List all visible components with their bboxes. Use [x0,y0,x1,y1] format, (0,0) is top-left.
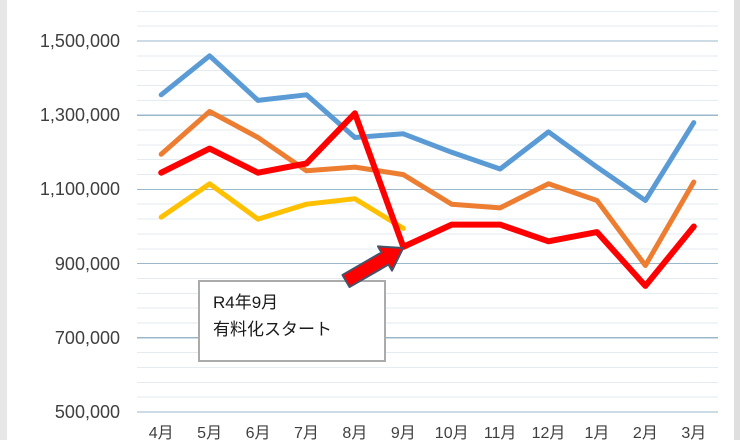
y-axis-label: 1,300,000 [39,105,120,126]
right-edge-strip [734,0,740,440]
annotation-line1: R4年9月 [213,293,279,312]
annotation-arrow-icon [341,245,405,289]
x-axis-label: 4月 [148,425,174,442]
x-axis-label: 3月 [681,425,707,442]
y-axis-label: 900,000 [54,253,120,274]
x-axis-label: 12月 [531,425,566,442]
left-edge-strip [0,0,7,440]
x-axis-label: 9月 [390,425,416,442]
y-axis-label: 500,000 [54,402,120,422]
y-axis-label: 1,500,000 [39,31,120,51]
x-axis-label: 5月 [197,425,223,442]
series-blue-line [158,53,697,203]
x-axis-label: 6月 [245,425,271,442]
x-axis-label: 8月 [342,425,368,442]
series-yellow-line [158,181,406,231]
x-axis-label: 2月 [632,425,658,442]
annotation-line2: 有料化スタート [213,320,332,339]
y-axis-label: 700,000 [54,327,120,348]
x-axis-label: 11月 [483,425,517,442]
annotation-callout: R4年9月 有料化スタート [198,280,386,362]
series-red-line [158,110,697,289]
x-axis-label: 7月 [294,425,319,442]
series-orange-line [158,109,697,268]
y-axis-label: 1,100,000 [39,179,120,200]
arrow-shape [341,245,405,289]
x-axis-label: 10月 [434,425,469,442]
x-axis-label: 1月 [584,425,610,442]
